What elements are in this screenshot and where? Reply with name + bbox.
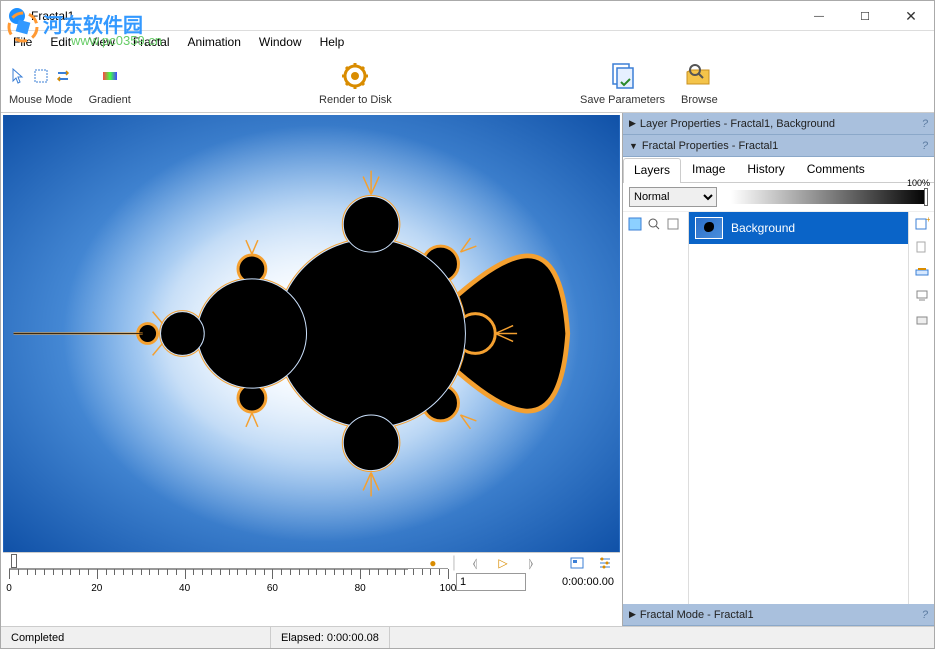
menu-bar: File Edit View Fractal Animation Window … [1,31,934,53]
play-button[interactable]: ▷ [494,554,512,572]
title-bar: Fractal1 ☐ [1,1,934,31]
tab-image[interactable]: Image [681,157,736,182]
help-icon[interactable]: ? [922,118,928,130]
tool-label: Gradient [89,94,131,106]
fractal-canvas[interactable] [3,115,620,552]
tool-label: Browse [681,94,718,106]
tab-history[interactable]: History [736,157,795,182]
switch-icon [54,67,72,85]
delete-layer-icon[interactable] [914,264,930,280]
flatten-icon[interactable] [914,312,930,328]
expand-icon: ▼ [629,141,638,151]
tab-comments[interactable]: Comments [796,157,876,182]
checkbox[interactable] [665,216,681,232]
menu-window[interactable]: Window [251,33,310,51]
menu-edit[interactable]: Edit [42,33,79,51]
select-icon [32,67,50,85]
menu-help[interactable]: Help [312,33,353,51]
layers-list: Background [689,212,908,604]
time-display: 0:00:00.00 [534,576,614,588]
layer-item[interactable]: Background [689,212,908,244]
layer-thumbnail [695,217,723,239]
tool-gradient[interactable]: Gradient [89,60,131,106]
menu-fractal[interactable]: Fractal [125,33,178,51]
browse-icon [683,60,715,92]
maximize-button[interactable]: ☐ [842,1,888,31]
tool-save-params[interactable]: Save Parameters [580,60,665,106]
blend-mode-select[interactable]: Normal [629,187,717,207]
tool-render[interactable]: Render to Disk [319,60,392,106]
tool-label: Save Parameters [580,94,665,106]
panel-header-fractal-props[interactable]: ▼ Fractal Properties - Fractal1 ? [623,135,934,157]
timeline-opts1-icon[interactable] [568,554,586,572]
save-icon [607,60,639,92]
panel-header-fractal-mode[interactable]: ▶ Fractal Mode - Fractal1 ? [623,604,934,626]
merge-down-icon[interactable] [914,288,930,304]
svg-text:+: + [926,216,930,224]
tab-layers[interactable]: Layers [623,158,681,183]
window-title: Fractal1 [31,9,74,23]
tool-browse[interactable]: Browse [681,60,718,106]
toolbar: Mouse Mode Gradient Render to Disk Save … [1,53,934,113]
menu-file[interactable]: File [5,33,40,51]
timeline: ● | ⦉ ▷ ⦊ 020406080100 0:00:00.00 [3,552,620,624]
help-icon[interactable]: ? [922,140,928,152]
app-icon [9,8,25,24]
minimize-button[interactable] [796,1,842,31]
tabs: Layers Image History Comments [623,157,934,183]
help-icon[interactable]: ? [922,609,928,621]
layer-actions: + [908,212,934,604]
status-text: Completed [1,627,271,648]
prev-frame-button[interactable]: ⦉ [466,554,484,572]
layer-toolbar: Normal 100% [623,183,934,212]
opacity-handle[interactable] [924,188,928,206]
gradient-icon [101,67,119,85]
next-frame-button[interactable]: ⦊ [522,554,540,572]
status-bar: Completed Elapsed: 0:00:00.08 [1,626,934,648]
close-button[interactable] [888,1,934,31]
right-panel: ▶ Layer Properties - Fractal1, Backgroun… [622,113,934,626]
gear-icon [339,60,371,92]
frame-input[interactable] [456,573,526,591]
layer-visibility-column [623,212,689,604]
opacity-slider[interactable]: 100% [731,190,928,204]
collapse-icon: ▶ [629,609,636,620]
timeline-ruler[interactable]: 020406080100 [9,568,448,596]
elapsed-time: Elapsed: 0:00:00.08 [271,627,390,648]
cursor-icon [10,67,28,85]
panel-header-layer-props[interactable]: ▶ Layer Properties - Fractal1, Backgroun… [623,113,934,135]
visibility-icon[interactable] [627,216,643,232]
new-layer-icon[interactable]: + [914,216,930,232]
tool-label: Render to Disk [319,94,392,106]
menu-animation[interactable]: Animation [180,33,249,51]
zoom-icon[interactable] [646,216,662,232]
playhead-marker[interactable] [11,554,17,568]
tool-label: Mouse Mode [9,94,73,106]
collapse-icon: ▶ [629,118,636,129]
timeline-opts2-icon[interactable] [596,554,614,572]
tool-mouse-mode[interactable]: Mouse Mode [9,60,73,106]
menu-view[interactable]: View [81,33,123,51]
copy-layer-icon[interactable] [914,240,930,256]
layer-name: Background [731,221,795,235]
